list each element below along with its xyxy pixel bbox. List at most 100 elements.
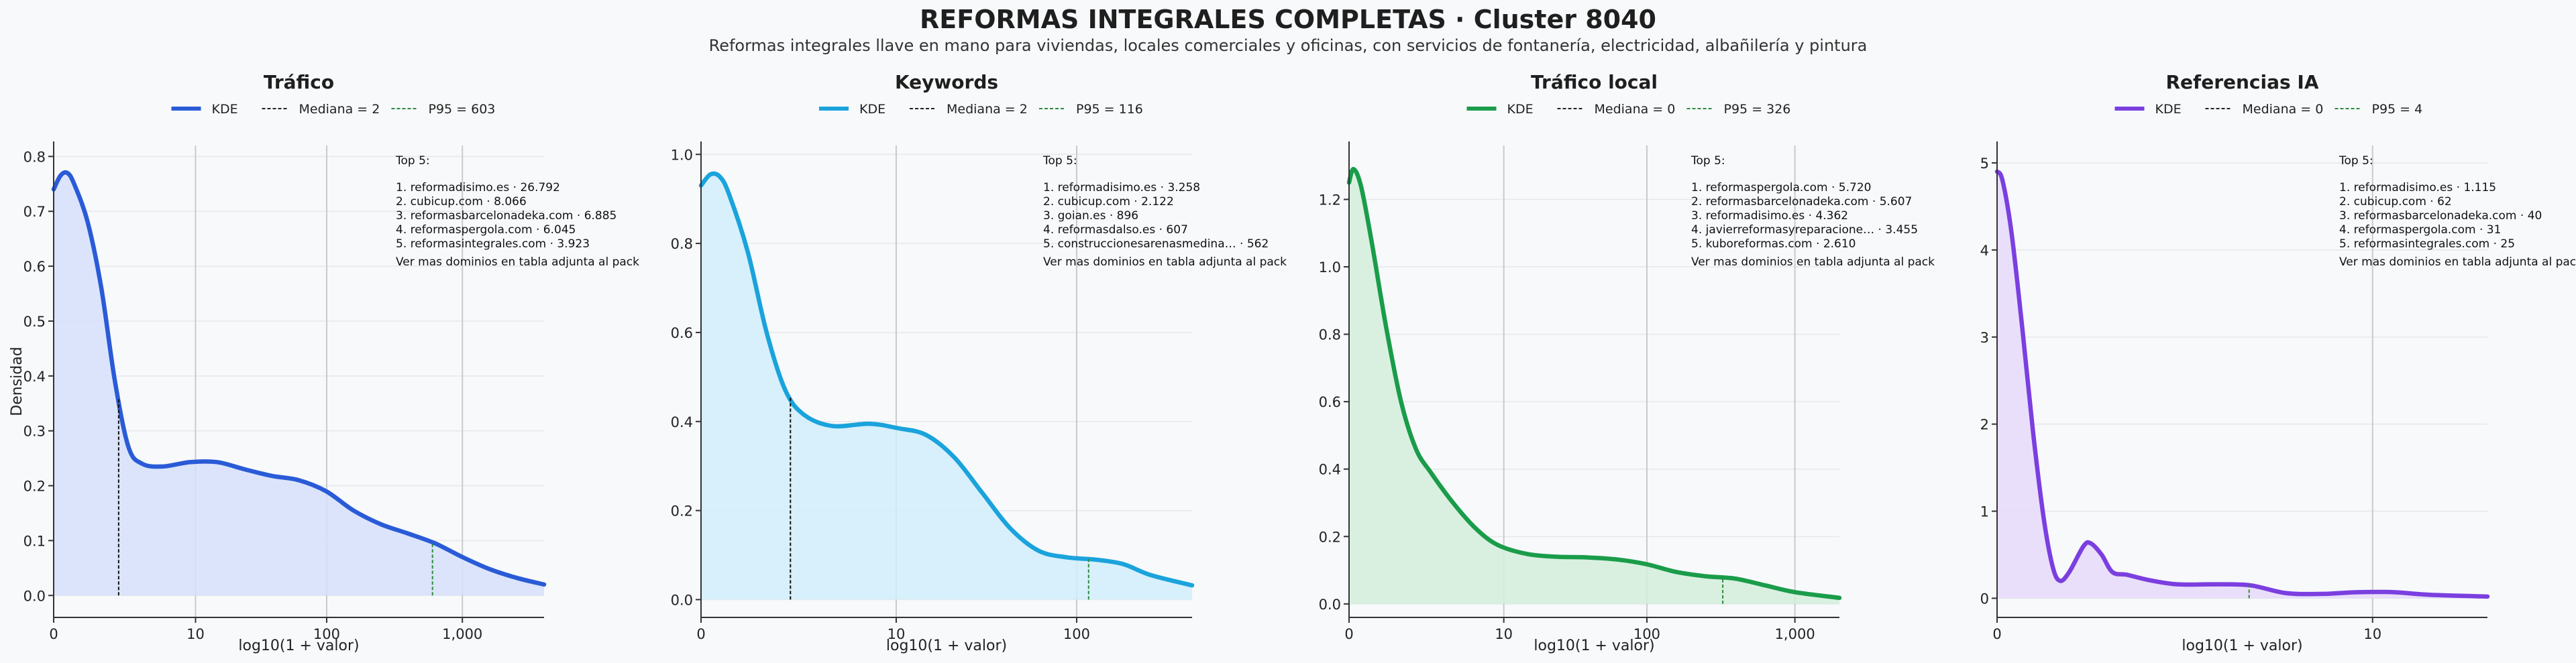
- x-tick-label: 0: [1344, 626, 1353, 642]
- x-tick-label: 10: [1495, 626, 1513, 642]
- kde-area: [1997, 171, 2487, 599]
- y-tick-label: 1.0: [671, 147, 693, 163]
- kde-line: [1346, 166, 1842, 601]
- chart-title: Referencias IA: [2165, 71, 2318, 93]
- top5-item: 1. reformadisimo.es · 3.258: [1043, 181, 1200, 194]
- x-axis-label: log10(1 + valor): [238, 638, 359, 654]
- chart-panel-1: Tráfico KDE Mediana = 2 P95 = 603 0.0 0.1 0.2 0…: [9, 71, 639, 654]
- kde-area: [1349, 169, 1839, 604]
- legend: KDE Mediana = 2 P95 = 603: [171, 102, 496, 117]
- y-tick-label: 0.6: [1319, 394, 1341, 410]
- x-tick-label: 100: [1063, 626, 1090, 642]
- x-tick-label: 100: [1633, 626, 1660, 642]
- chart-title: Keywords: [895, 71, 998, 93]
- y-axis-label: Densidad: [9, 347, 25, 416]
- y-tick-label: 0.2: [671, 503, 693, 520]
- y-tick-label: 0: [1980, 591, 1989, 607]
- x-axis-label: log10(1 + valor): [1534, 638, 1654, 654]
- legend-median-label: Mediana = 0: [2243, 102, 2324, 117]
- top5-item: 3. reformasbarcelonadeka.com · 6.885: [396, 209, 616, 223]
- legend-kde-label: KDE: [212, 102, 238, 117]
- chart-title: Tráfico: [264, 71, 334, 93]
- legend: KDE Mediana = 2 P95 = 116: [819, 102, 1143, 117]
- y-tick-label: 0.0: [1319, 597, 1341, 613]
- x-tick-label: 1,000: [1775, 626, 1815, 642]
- legend-median-label: Mediana = 0: [1595, 102, 1676, 117]
- top5-item: 5. reformasintegrales.com · 3.923: [396, 237, 590, 251]
- top5-item: 4. reformaspergola.com · 6.045: [396, 223, 576, 237]
- y-tick-label: 0.7: [23, 204, 46, 220]
- kde-area: [54, 172, 544, 596]
- chart-panel-4: Referencias IA KDE Mediana = 0 P95 = 4 0 1 2 3 4…: [1980, 71, 2576, 654]
- top5-item: 4. reformasdalso.es · 607: [1043, 223, 1188, 237]
- chart-panels: Tráfico KDE Mediana = 2 P95 = 603 0.0 0.1 0.2 0…: [9, 71, 2576, 654]
- y-tick-label: 1.0: [1319, 259, 1341, 276]
- y-tick-label: 0.6: [671, 325, 693, 341]
- top5-note: Ver mas dominios en tabla adjunta al pac…: [396, 255, 639, 269]
- top5-heading: Top 5:: [2339, 154, 2373, 168]
- top5-item: 2. reformasbarcelonadeka.com · 5.607: [1691, 195, 1912, 208]
- x-tick-label: 0: [696, 626, 705, 642]
- kde-line: [1994, 169, 2490, 599]
- y-tick-label: 1.2: [1319, 192, 1341, 208]
- y-tick-label: 0.3: [23, 424, 46, 440]
- legend-median-label: Mediana = 2: [299, 102, 380, 117]
- x-tick-label: 100: [313, 626, 340, 642]
- legend-p95-label: P95 = 603: [429, 102, 496, 117]
- top5-item: 5. construccionesarenasmedina… · 562: [1043, 237, 1269, 251]
- x-tick-label: 1,000: [442, 626, 482, 642]
- page-subtitle: Reformas integrales llave en mano para v…: [709, 36, 1868, 55]
- top5-item: 2. cubicup.com · 8.066: [396, 195, 527, 208]
- top5-heading: Top 5:: [395, 154, 430, 168]
- legend: KDE Mediana = 0 P95 = 4: [2114, 102, 2423, 117]
- y-tick-label: 3: [1980, 330, 1989, 346]
- y-tick-label: 1: [1980, 504, 1989, 520]
- top5-note: Ver mas dominios en tabla adjunta al pac…: [2339, 255, 2576, 269]
- top5-note: Ver mas dominios en tabla adjunta al pac…: [1043, 255, 1287, 269]
- y-tick-label: 0.4: [1319, 462, 1341, 478]
- chart-panel-2: Keywords KDE Mediana = 2 P95 = 116 0.0 0.2 0.4…: [671, 71, 1287, 654]
- y-tick-label: 0.0: [23, 588, 46, 604]
- top5-heading: Top 5:: [1042, 154, 1077, 168]
- x-axis-label: log10(1 + valor): [2182, 638, 2302, 654]
- y-tick-label: 0.8: [671, 236, 693, 252]
- y-tick-label: 0.2: [1319, 529, 1341, 545]
- legend-p95-label: P95 = 116: [1076, 102, 1143, 117]
- legend-kde-label: KDE: [2155, 102, 2182, 117]
- x-tick-label: 0: [1992, 626, 2001, 642]
- top5-item: 3. reformasbarcelonadeka.com · 40: [2339, 209, 2542, 223]
- top5-item: 3. goian.es · 896: [1043, 209, 1138, 223]
- top5-item: 2. cubicup.com · 2.122: [1043, 195, 1174, 208]
- y-tick-label: 0.8: [23, 149, 46, 165]
- y-tick-label: 0.1: [23, 533, 46, 549]
- legend-p95-label: P95 = 326: [1724, 102, 1791, 117]
- y-tick-label: 0.5: [23, 314, 46, 330]
- kde-line: [51, 170, 547, 587]
- y-tick-label: 5: [1980, 156, 1989, 172]
- page-title: REFORMAS INTEGRALES COMPLETAS · Cluster …: [920, 5, 1656, 34]
- top5-item: 5. kuboreformas.com · 2.610: [1691, 237, 1856, 251]
- top5-item: 4. javierreformasyreparacione… · 3.455: [1691, 223, 1918, 237]
- top5-item: 1. reformadisimo.es · 26.792: [396, 181, 560, 194]
- x-axis-label: log10(1 + valor): [886, 638, 1007, 654]
- y-tick-label: 4: [1980, 243, 1989, 259]
- kde-line: [698, 171, 1195, 588]
- top5-note: Ver mas dominios en tabla adjunta al pac…: [1691, 255, 1935, 269]
- legend-p95-label: P95 = 4: [2372, 102, 2423, 117]
- top5-heading: Top 5:: [1690, 154, 1725, 168]
- top5-item: 1. reformaspergola.com · 5.720: [1691, 181, 1871, 194]
- y-tick-label: 0.6: [23, 259, 46, 275]
- top5-item: 1. reformadisimo.es · 1.115: [2339, 181, 2496, 194]
- y-tick-label: 0.4: [23, 369, 46, 385]
- y-tick-label: 0.8: [1319, 327, 1341, 343]
- x-tick-label: 10: [186, 626, 205, 642]
- x-tick-label: 0: [49, 626, 58, 642]
- kde-area: [701, 173, 1192, 600]
- legend-kde-label: KDE: [859, 102, 885, 117]
